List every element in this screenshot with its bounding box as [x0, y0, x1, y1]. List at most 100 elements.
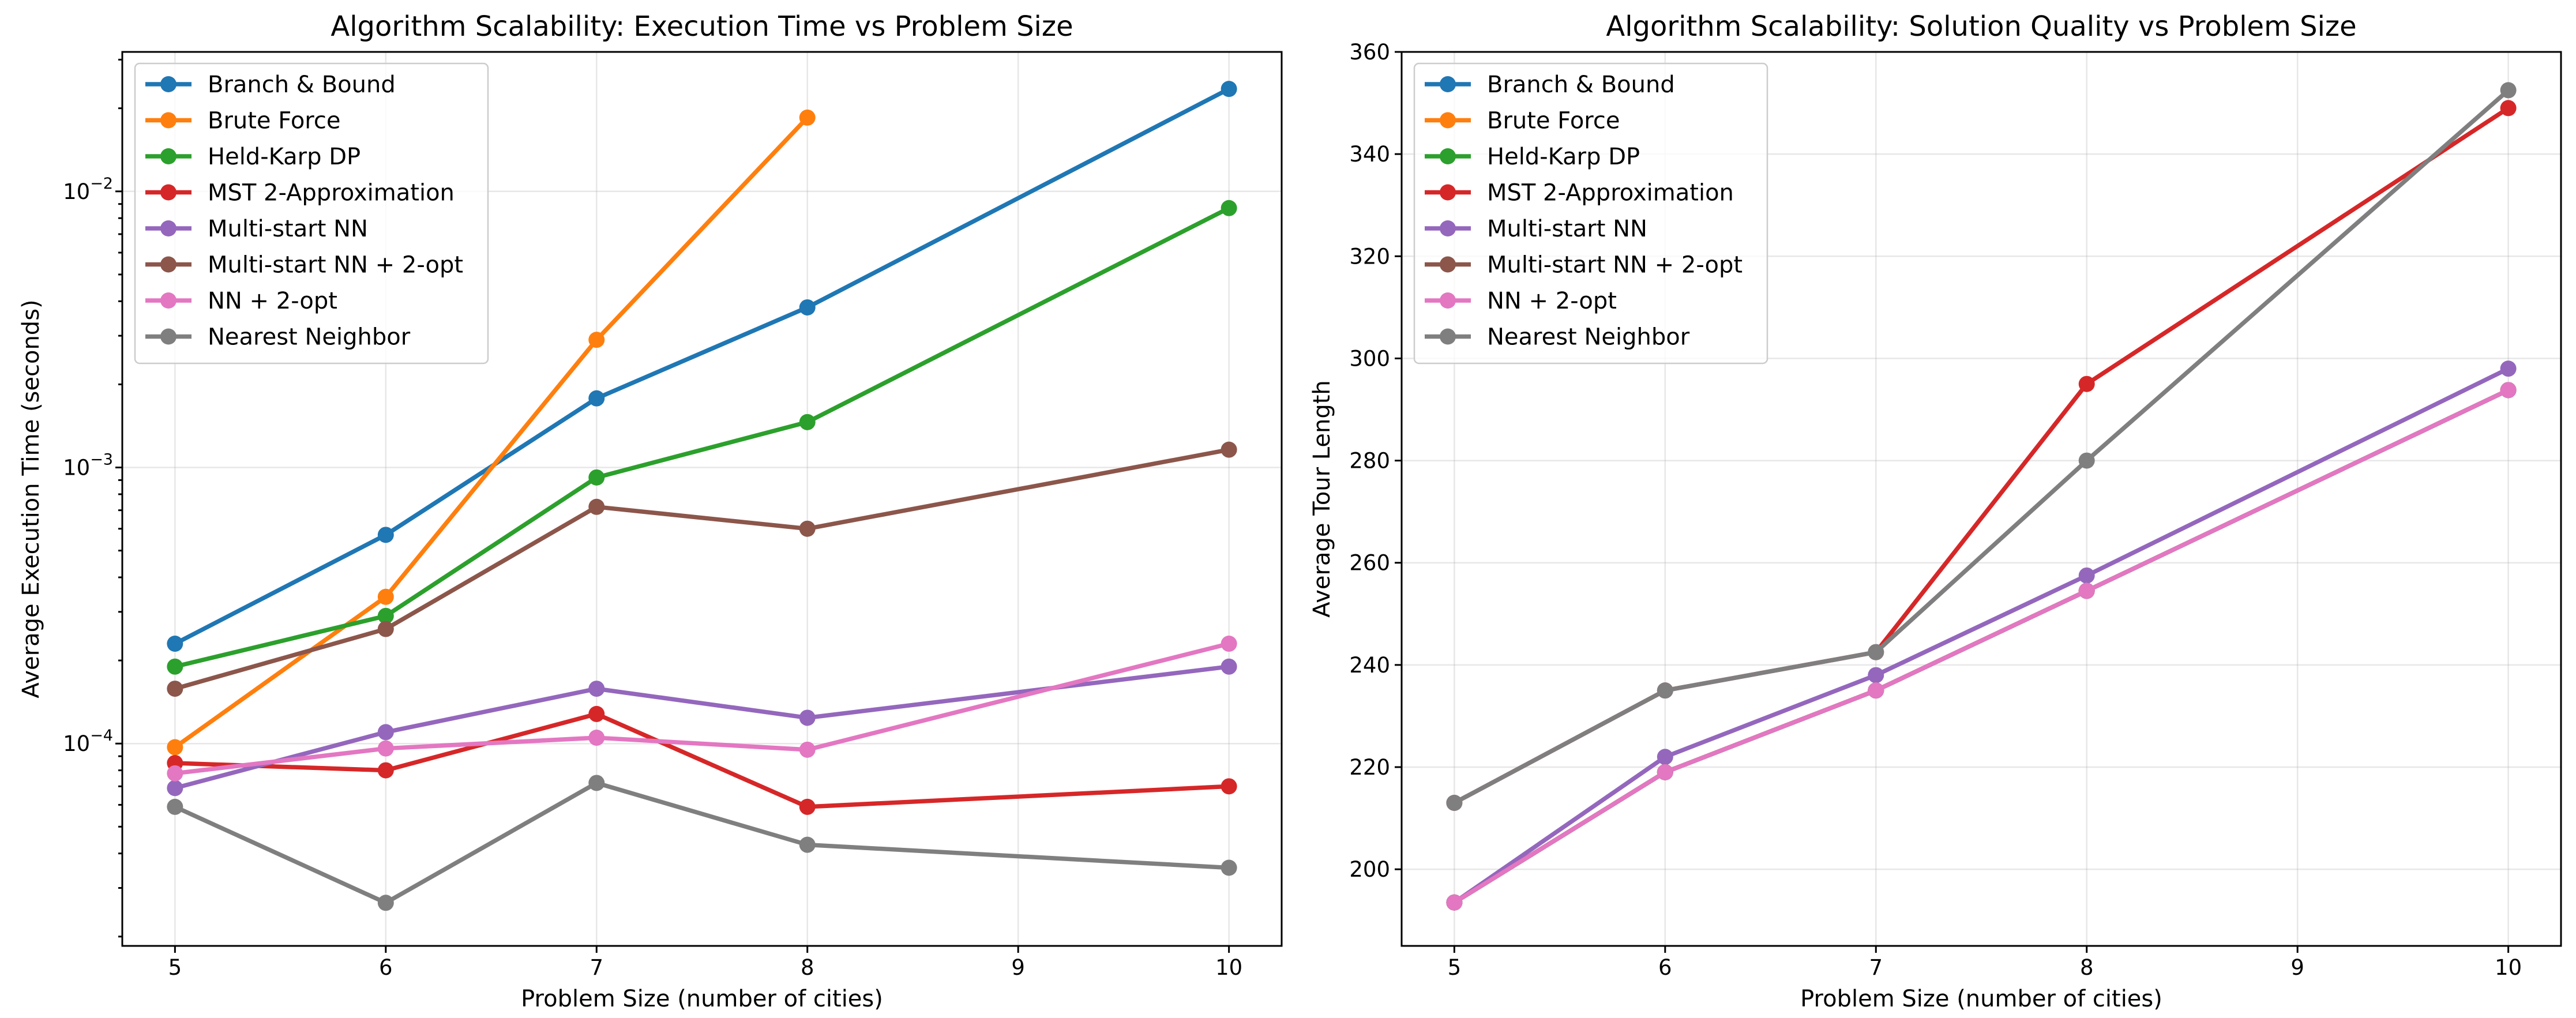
x-tick-label: 8: [2080, 955, 2094, 980]
data-point: [377, 740, 394, 757]
data-point: [1657, 764, 1673, 780]
legend-item: Multi-start NN: [1425, 216, 1647, 242]
plot-frame: [1400, 51, 2562, 947]
data-point: [1868, 667, 1884, 683]
series-layer: [167, 81, 1237, 911]
data-point: [588, 469, 605, 486]
data-point: [2078, 567, 2095, 584]
data-point: [167, 798, 183, 815]
data-point: [167, 636, 183, 652]
y-tick-label: 240: [1349, 653, 1390, 678]
data-point: [1221, 778, 1237, 795]
x-tick-label: 5: [1448, 955, 1462, 980]
legend-swatch-marker: [160, 220, 177, 236]
data-point: [377, 724, 394, 741]
data-point: [588, 705, 605, 722]
execution-time-chart: 5 6 7 8 9 10 10−4 10−3 10−2 Algorithm Scalabilit…: [18, 10, 1283, 1012]
legend: Branch & Bound Brute Force Held-Karp DP MST…: [1413, 62, 1768, 365]
y-tick-label: 10−4: [63, 727, 113, 756]
legend-label: Nearest Neighbor: [1487, 324, 1690, 351]
series-nearest-neighbor: [167, 775, 1237, 911]
legend-label: Multi-start NN: [1487, 216, 1647, 242]
legend-swatch-marker: [160, 184, 177, 201]
data-point: [2500, 360, 2517, 377]
axes: 5 6 7 8 9 10 200 220 240 260 280 300 320 340 360: [1349, 40, 2522, 980]
data-point: [1221, 81, 1237, 97]
y-axis-label: Average Execution Time (seconds): [18, 299, 44, 698]
legend-label: Brute Force: [208, 108, 340, 134]
x-tick-label: 8: [801, 955, 814, 980]
data-point: [1868, 644, 1884, 660]
x-tick-label: 7: [589, 955, 603, 980]
x-tick-label: 6: [379, 955, 393, 980]
data-point: [799, 299, 816, 315]
series-branch-bound: [167, 81, 1237, 652]
data-point: [588, 681, 605, 697]
x-tick-label: 5: [168, 955, 182, 980]
y-tick-exponent: −3: [90, 451, 113, 469]
y-tick-label: 300: [1349, 346, 1390, 371]
y-tick-label: 260: [1349, 551, 1390, 576]
legend: Branch & Bound Brute Force Held-Karp DP MST…: [134, 62, 489, 365]
data-point: [1221, 441, 1237, 458]
legend-item: Held-Karp DP: [145, 144, 361, 170]
legend-label: NN + 2-opt: [208, 288, 337, 314]
chart-title: Algorithm Scalability: Solution Quality …: [1606, 10, 2356, 43]
data-point: [2500, 382, 2517, 399]
series-brute-force: [167, 109, 816, 756]
data-point: [1221, 658, 1237, 675]
data-point: [799, 414, 816, 430]
x-tick-label: 10: [1215, 955, 1242, 980]
data-point: [1657, 749, 1673, 765]
legend-label: Held-Karp DP: [1487, 144, 1640, 170]
data-point: [377, 621, 394, 637]
y-tick-label: 220: [1349, 755, 1390, 780]
data-point: [377, 588, 394, 605]
data-point: [588, 332, 605, 348]
legend-swatch-marker: [1440, 220, 1456, 236]
legend-item: Brute Force: [1425, 108, 1620, 134]
data-point: [2500, 100, 2517, 117]
x-axis-label: Problem Size (number of cities): [521, 986, 883, 1012]
series-nn-2-opt: [1446, 382, 2517, 911]
x-axis-label: Problem Size (number of cities): [1800, 986, 2162, 1012]
data-point: [799, 520, 816, 537]
data-point: [1221, 200, 1237, 216]
data-point: [167, 658, 183, 675]
legend-item: Multi-start NN: [145, 216, 368, 242]
y-tick-label: 360: [1349, 40, 1390, 65]
legend-item: MST 2-Approximation: [145, 180, 455, 206]
data-point: [2078, 583, 2095, 599]
legend-swatch-marker: [1440, 76, 1456, 92]
data-point: [1446, 894, 1463, 911]
data-point: [799, 109, 816, 126]
legend-label: Multi-start NN + 2-opt: [208, 252, 463, 279]
x-tick-label: 9: [1011, 955, 1025, 980]
legend-item: Brute Force: [145, 108, 340, 134]
legend-label: NN + 2-opt: [1487, 288, 1617, 314]
y-tick-label: 280: [1349, 449, 1390, 474]
legend-swatch-marker: [1440, 328, 1456, 345]
axes: 5 6 7 8 9 10 10−4 10−3 10−2: [63, 58, 1242, 980]
data-point: [588, 390, 605, 407]
data-point: [799, 709, 816, 726]
data-point: [377, 895, 394, 911]
series-layer: [1446, 82, 2517, 911]
legend-item: Nearest Neighbor: [145, 324, 411, 351]
series-nn-2-opt: [167, 636, 1237, 782]
y-tick-label: 340: [1349, 142, 1390, 167]
x-tick-label: 9: [2290, 955, 2304, 980]
series-multi-start-nn: [167, 658, 1237, 797]
legend-swatch-marker: [1440, 148, 1456, 164]
data-point: [799, 836, 816, 853]
legend-item: Held-Karp DP: [1425, 144, 1640, 170]
x-tick-label: 7: [1869, 955, 1883, 980]
legend-swatch-marker: [1440, 112, 1456, 129]
data-point: [799, 741, 816, 758]
legend-item: Nearest Neighbor: [1425, 324, 1690, 351]
legend-swatch-marker: [160, 328, 177, 345]
grid: [1402, 51, 2561, 946]
legend-label: Branch & Bound: [208, 72, 396, 98]
data-point: [2078, 375, 2095, 392]
